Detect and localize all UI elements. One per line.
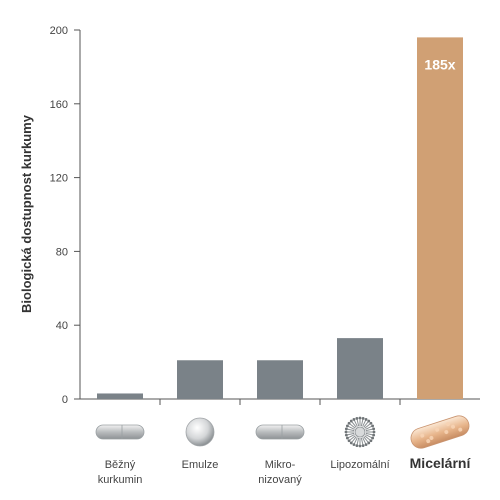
x-tick-label: Mikro-	[265, 459, 296, 471]
x-tick-label: Micelární	[410, 455, 472, 471]
bar	[417, 37, 463, 399]
bar	[257, 360, 303, 399]
x-tick-label: Lipozomální	[330, 459, 389, 471]
bar-data-label: 185x	[424, 56, 455, 72]
bar	[97, 393, 143, 399]
y-axis-label: Biologická dostupnost kurkumy	[19, 114, 34, 313]
x-tick-labels: Běžný kurkumin Emulze Mikro-nizovaný Lipozom…	[98, 455, 472, 486]
y-tick-label: 160	[50, 99, 68, 111]
bar	[177, 360, 223, 399]
bars: 185x	[97, 37, 463, 405]
y-tick-label: 80	[56, 246, 68, 258]
micellar-capsule-icon	[408, 413, 471, 451]
y-tick-label: 40	[56, 320, 68, 332]
capsule-icon	[96, 425, 144, 439]
capsule-icon	[256, 425, 304, 439]
x-tick-label: Emulze	[182, 459, 219, 471]
x-tick-label: kurkumin	[98, 474, 143, 486]
y-ticks: 0 40 80 120 160 200	[50, 25, 80, 406]
y-tick-label: 0	[62, 394, 68, 406]
y-tick-label: 200	[50, 25, 68, 37]
x-tick-label: Běžný	[105, 459, 136, 471]
y-tick-label: 120	[50, 173, 68, 185]
bar	[337, 338, 383, 399]
category-icons	[96, 413, 472, 451]
x-tick-label: nizovaný	[258, 474, 302, 486]
liposome-icon	[345, 417, 376, 448]
sphere-icon	[186, 418, 214, 446]
